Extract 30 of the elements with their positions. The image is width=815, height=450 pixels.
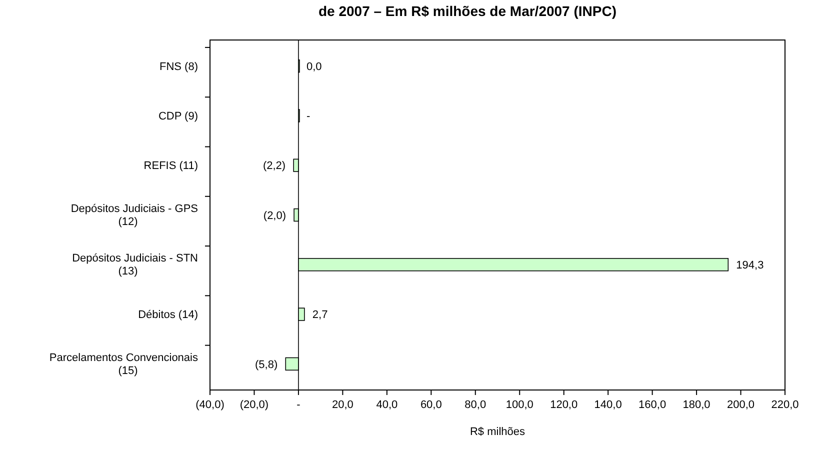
x-tick-label: (40,0) xyxy=(196,399,224,411)
chart-title: de 2007 – Em R$ milhões de Mar/2007 (INPC) xyxy=(318,3,617,19)
y-tick-label: Depósitos Judiciais - GPS (12) xyxy=(70,202,198,228)
x-tick-label: 20,0 xyxy=(332,399,354,411)
x-axis-title: R$ milhões xyxy=(470,426,526,438)
y-tick-label: Depósitos Judiciais - STN (13) xyxy=(72,252,198,278)
y-tick-label: Débitos (14) xyxy=(138,309,198,322)
y-tick-label: CDP (9) xyxy=(158,110,198,123)
data-label: 0,0 xyxy=(306,60,322,73)
x-tick-label: 40,0 xyxy=(376,399,398,411)
data-label: 194,3 xyxy=(736,259,764,272)
y-tick-label: FNS (8) xyxy=(160,60,198,73)
x-tick-label: 160,0 xyxy=(638,399,666,411)
x-tick-label: - xyxy=(296,399,301,411)
x-tick-label: 140,0 xyxy=(594,399,622,411)
x-tick-label: 180,0 xyxy=(682,399,710,411)
y-tick-label: REFIS (11) xyxy=(144,160,198,172)
x-tick-label: 80,0 xyxy=(464,399,486,411)
data-label: (5,8) xyxy=(255,358,278,371)
x-tick-label: 200,0 xyxy=(727,399,755,411)
data-label: (2,0) xyxy=(263,210,286,222)
data-label: (2,2) xyxy=(262,160,286,172)
x-tick-label: 120,0 xyxy=(550,399,578,411)
x-tick-label: 100,0 xyxy=(506,399,534,411)
y-tick-label: Parcelamentos Convencionais (15) xyxy=(49,352,198,377)
data-label: - xyxy=(306,110,310,123)
data-label: 2,7 xyxy=(312,309,328,322)
x-tick-label: 60,0 xyxy=(420,399,442,411)
x-tick-label: 220,0 xyxy=(771,399,799,411)
x-tick-label: (20,0) xyxy=(240,399,269,411)
